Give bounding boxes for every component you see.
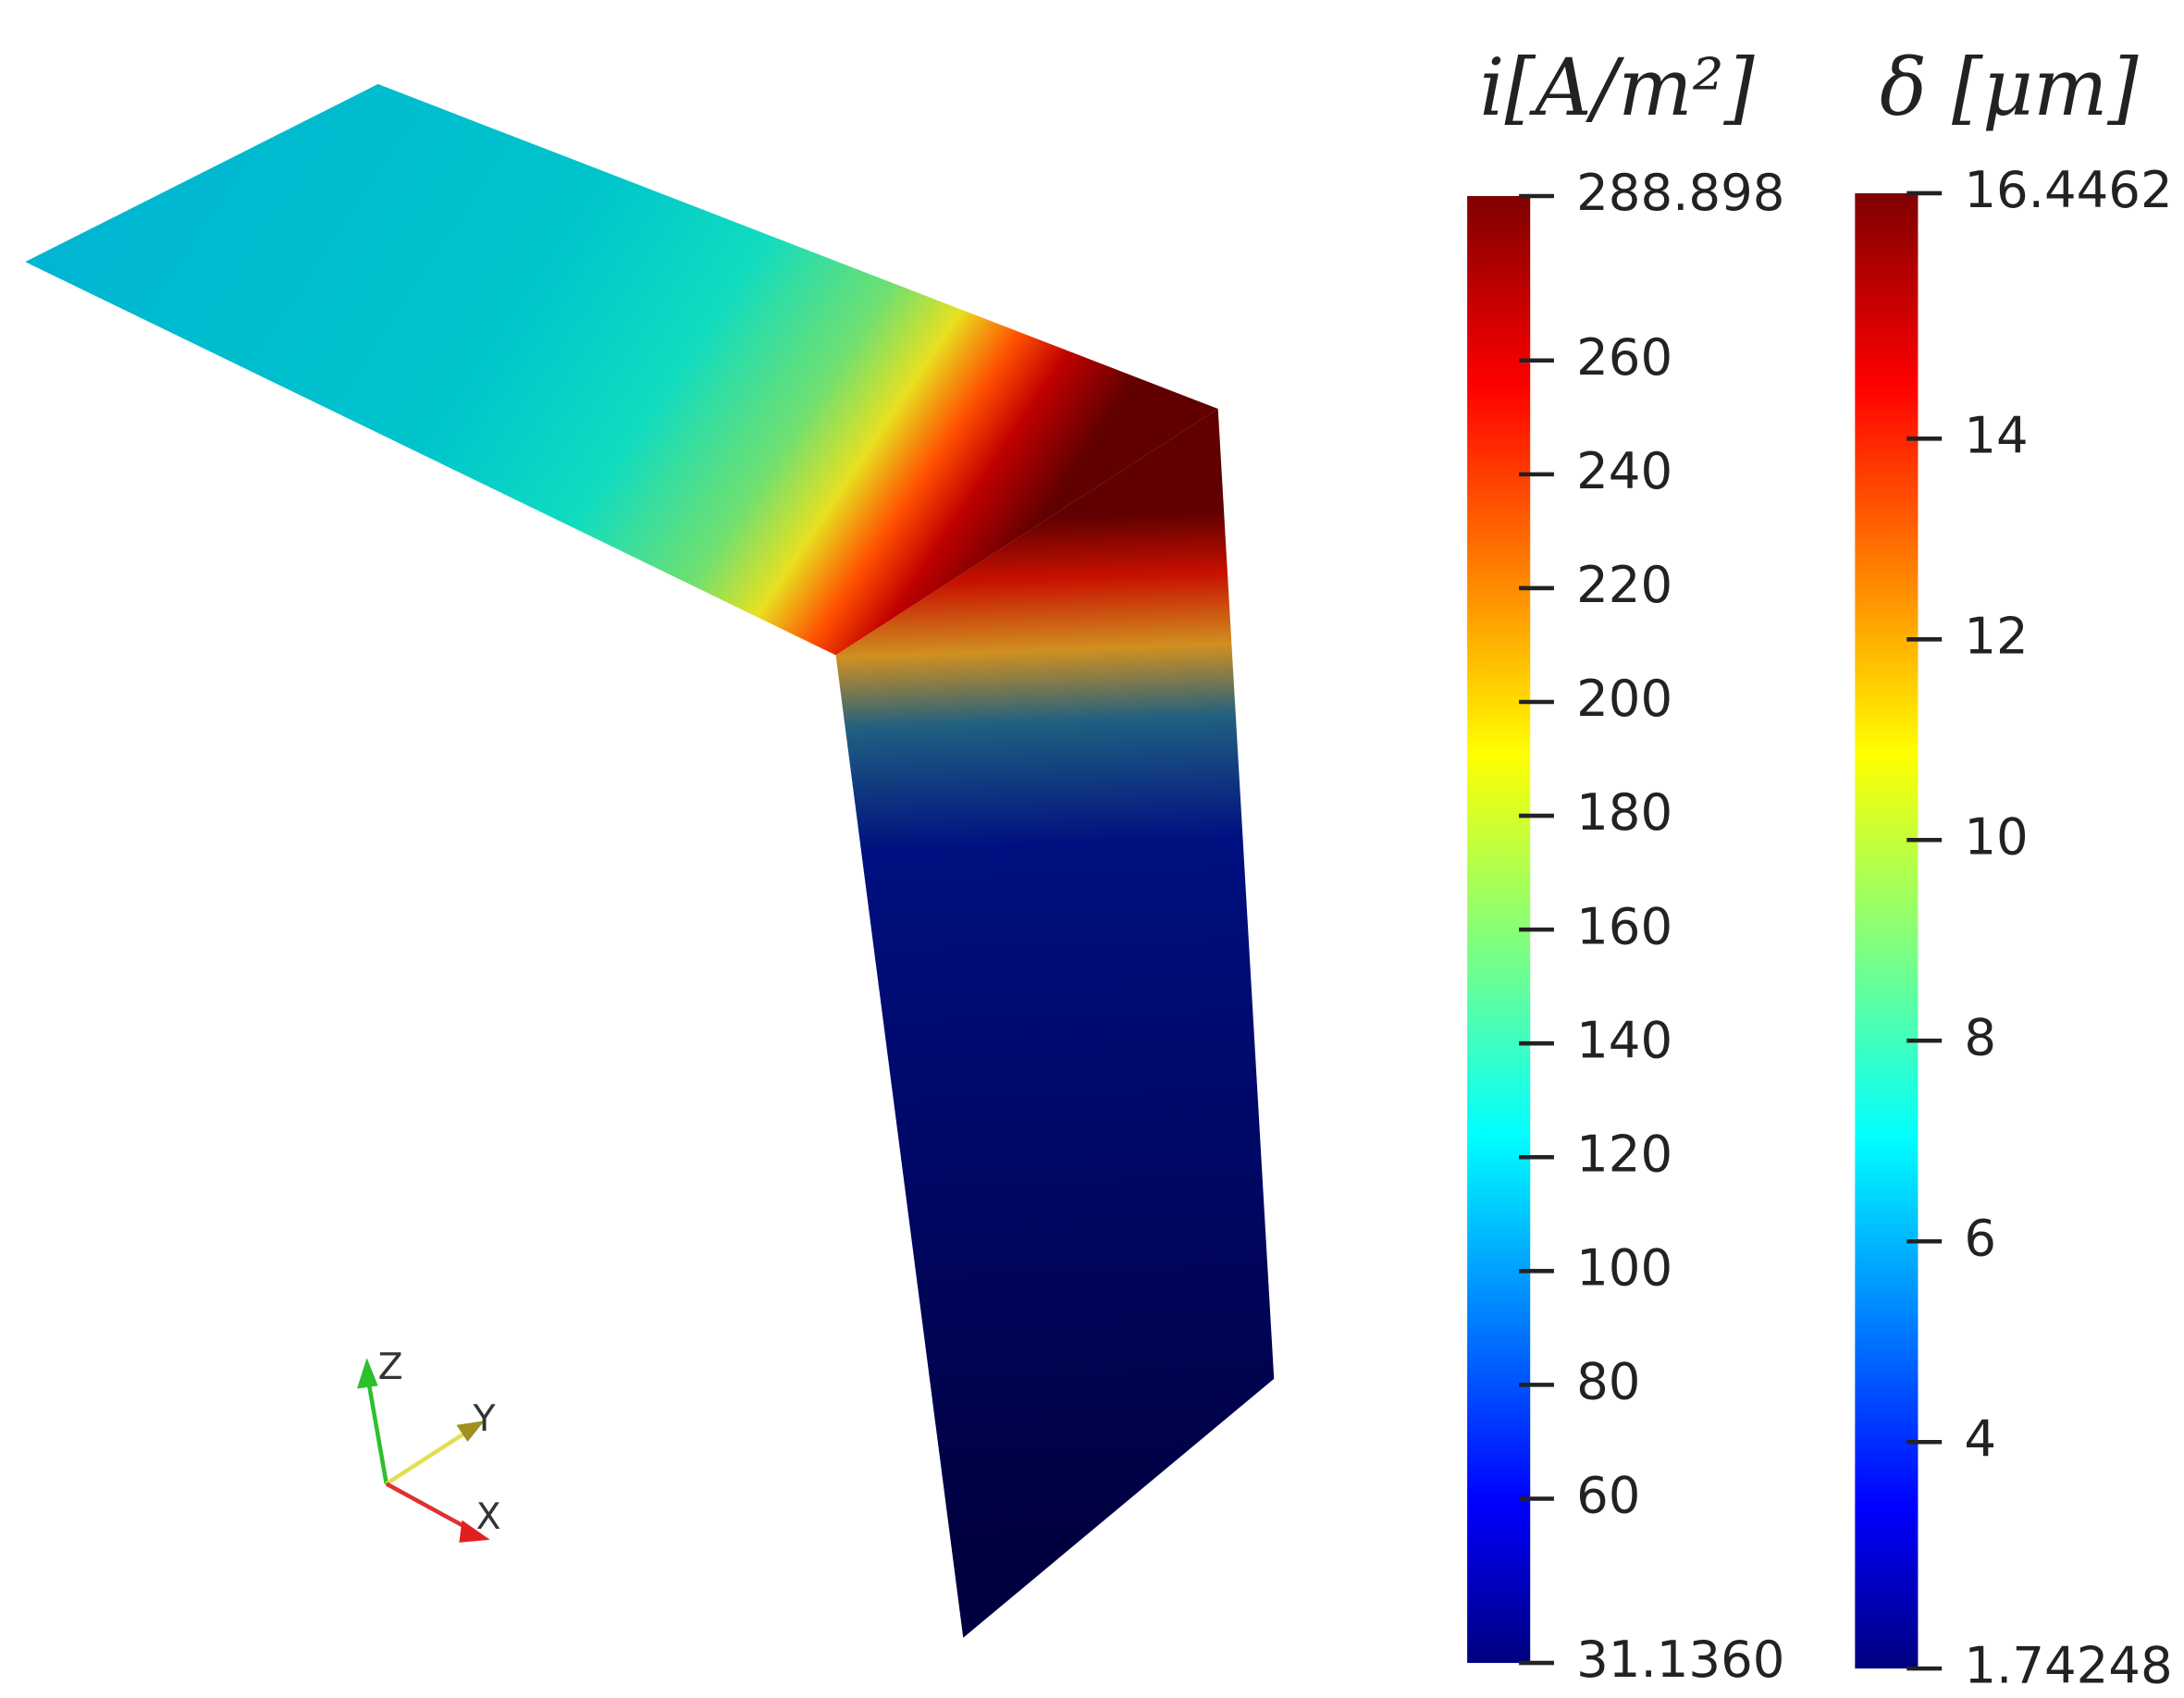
- z-axis: [364, 1371, 389, 1484]
- colorbar-tick-label: 160: [1576, 896, 1672, 955]
- y-arrow: [456, 1421, 485, 1442]
- colorbar-tick-label: 140: [1576, 1010, 1672, 1069]
- colorbar-tick-label: 220: [1576, 555, 1672, 614]
- colorbar-tick-label: 10: [1964, 806, 2028, 866]
- colorbar-tick-label: 180: [1576, 782, 1672, 842]
- colorbar-tick-label: 240: [1576, 441, 1672, 500]
- colorbar-tick-label: 120: [1576, 1124, 1672, 1183]
- colorbar-tick-label: 6: [1964, 1208, 1996, 1267]
- colorbar-tick-label: 4: [1964, 1409, 1996, 1468]
- colorbar-tick-label: 260: [1576, 327, 1672, 387]
- colorbar-tick-label: 288.898: [1576, 163, 1784, 222]
- colorbar-tick-label: 31.1360: [1576, 1630, 1784, 1689]
- z-label: Z: [378, 1346, 403, 1388]
- x-arrow: [459, 1520, 490, 1543]
- colorbar-title: i[A/m²]: [1479, 42, 1755, 133]
- colorbar-title: δ [μm]: [1880, 42, 2139, 133]
- axes-triad: Z Y X: [356, 1346, 501, 1543]
- x-axis: [385, 1482, 477, 1535]
- colorbar-tick-label: 8: [1964, 1007, 1996, 1066]
- x-label: X: [476, 1495, 501, 1538]
- top-face: [25, 83, 1218, 656]
- colorbar-tick-label: 14: [1964, 405, 2028, 464]
- z-arrow: [356, 1358, 378, 1389]
- colorbar-tick-label: 80: [1576, 1352, 1640, 1411]
- y-axis: [385, 1425, 475, 1486]
- colorbar-tick-label: 1.74248: [1964, 1635, 2172, 1694]
- colorbar: [1855, 192, 1919, 1669]
- y-label: Y: [473, 1397, 497, 1440]
- colorbar-tick-label: 60: [1576, 1466, 1640, 1525]
- colorbar-tick-label: 12: [1964, 606, 2028, 665]
- colorbar-tick-label: 100: [1576, 1237, 1672, 1297]
- colorbar-tick-label: 16.4462: [1964, 160, 2172, 219]
- side-face: [835, 409, 1275, 1638]
- colorbar-tick-label: 200: [1576, 669, 1672, 728]
